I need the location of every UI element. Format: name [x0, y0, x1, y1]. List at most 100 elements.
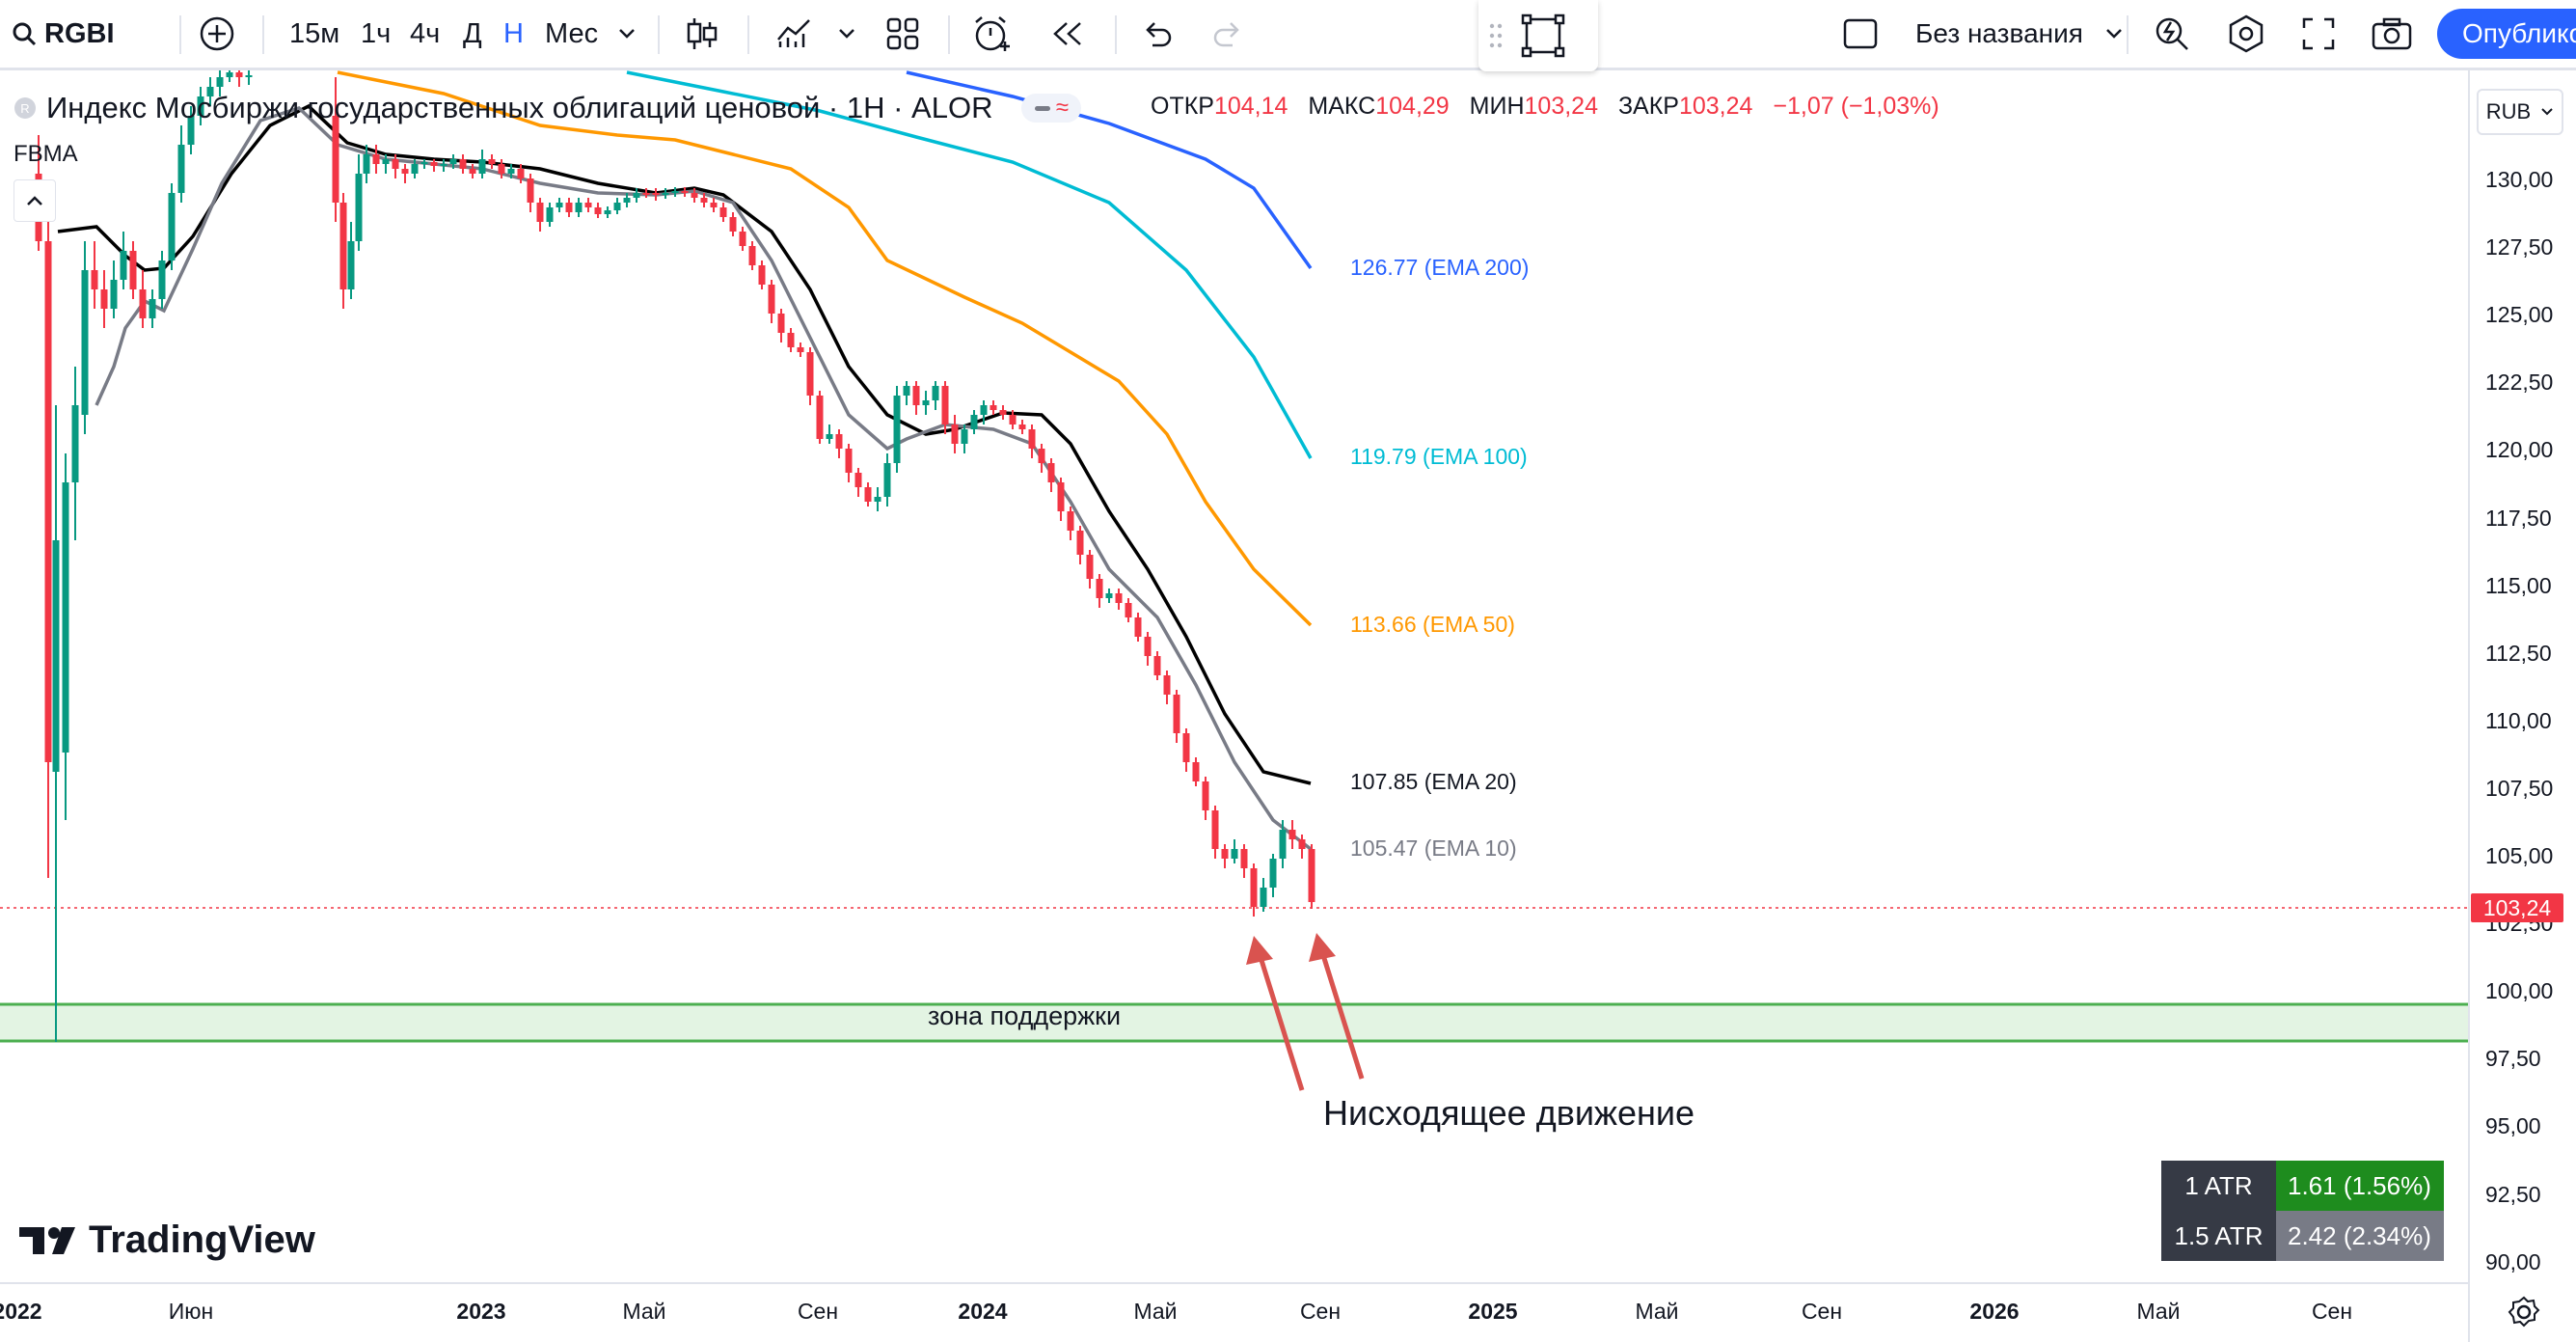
candle-up[interactable] — [245, 75, 253, 77]
interval-month[interactable]: Мес — [545, 17, 599, 49]
candle-down[interactable] — [806, 352, 814, 396]
candle-down[interactable] — [594, 207, 602, 214]
candle-down[interactable] — [739, 232, 746, 246]
candle-down[interactable] — [1202, 781, 1209, 810]
candle-up[interactable] — [1269, 859, 1277, 888]
candle-up[interactable] — [1105, 593, 1113, 598]
interval-week[interactable]: Н — [503, 17, 524, 49]
interval-4h[interactable]: 4ч — [410, 17, 441, 49]
candle-down[interactable] — [235, 72, 243, 77]
candle-down[interactable] — [1076, 531, 1084, 555]
candle-down[interactable] — [758, 265, 766, 285]
candle-up[interactable] — [382, 159, 390, 164]
candle-up[interactable] — [168, 193, 176, 260]
candle-up[interactable] — [903, 386, 910, 396]
settings-button[interactable] — [2226, 0, 2266, 68]
undo-button[interactable] — [1141, 0, 1174, 68]
candle-down[interactable] — [139, 289, 147, 318]
candle-up[interactable] — [874, 497, 881, 502]
candle-up[interactable] — [420, 162, 428, 164]
candle-up[interactable] — [671, 191, 679, 193]
candle-down[interactable] — [372, 154, 380, 164]
candle-up[interactable] — [62, 482, 69, 753]
candle-down[interactable] — [527, 178, 534, 203]
candle-up[interactable] — [177, 145, 185, 193]
replay-button[interactable] — [1049, 0, 1086, 68]
candle-down[interactable] — [1125, 603, 1132, 617]
candle-down[interactable] — [129, 251, 137, 289]
candle-up[interactable] — [206, 87, 214, 96]
candle-down[interactable] — [1067, 511, 1074, 531]
candle-down[interactable] — [816, 396, 824, 439]
candle-down[interactable] — [1288, 830, 1296, 839]
candle-down[interactable] — [1057, 482, 1065, 511]
candle-down[interactable] — [835, 434, 843, 449]
candle-up[interactable] — [120, 251, 127, 280]
candle-down[interactable] — [1096, 579, 1103, 598]
candle-up[interactable] — [440, 164, 447, 166]
candle-down[interactable] — [44, 241, 52, 762]
ema-100-line[interactable] — [626, 70, 1313, 459]
candle-up[interactable] — [411, 164, 419, 174]
fullscreen-button[interactable] — [2301, 0, 2336, 68]
candle-down[interactable] — [845, 449, 853, 473]
candle-up[interactable] — [546, 207, 554, 222]
currency-button[interactable]: RUB — [2477, 89, 2563, 135]
rectangle-tool-panel[interactable] — [1478, 0, 1598, 71]
candle-down[interactable] — [748, 246, 756, 265]
candle-down[interactable] — [1250, 868, 1258, 907]
tradingview-logo[interactable]: TradingView — [19, 1219, 315, 1262]
alert-button[interactable] — [972, 0, 1013, 68]
candle-down[interactable] — [797, 347, 804, 352]
candle-down[interactable] — [1018, 425, 1026, 429]
candle-up[interactable] — [81, 270, 89, 415]
candle-up[interactable] — [633, 193, 640, 198]
drag-handle-icon[interactable] — [1488, 21, 1504, 50]
candle-up[interactable] — [355, 174, 363, 241]
chart-type-button[interactable] — [685, 0, 719, 68]
candle-down[interactable] — [1115, 593, 1123, 603]
candle-down[interactable] — [951, 425, 959, 444]
candle-down[interactable] — [1211, 810, 1219, 849]
candle-down[interactable] — [1173, 695, 1180, 733]
candle-down[interactable] — [1038, 449, 1045, 463]
candle-up[interactable] — [1231, 849, 1238, 859]
candle-down[interactable] — [1086, 555, 1094, 579]
candle-down[interactable] — [332, 116, 339, 203]
indicators-dropdown[interactable] — [837, 0, 856, 68]
candle-down[interactable] — [1182, 733, 1190, 762]
candle-up[interactable] — [1260, 888, 1267, 907]
candle-down[interactable] — [392, 159, 399, 169]
candle-down[interactable] — [1153, 656, 1161, 675]
candle-down[interactable] — [1134, 617, 1142, 637]
candle-up[interactable] — [71, 405, 79, 482]
candle-up[interactable] — [187, 116, 195, 145]
candle-up[interactable] — [556, 203, 563, 207]
candle-down[interactable] — [1028, 429, 1036, 449]
candle-up[interactable] — [149, 299, 156, 318]
candle-down[interactable] — [642, 193, 650, 195]
candle-down[interactable] — [681, 191, 689, 193]
candle-up[interactable] — [449, 159, 457, 164]
candle-up[interactable] — [478, 159, 486, 174]
candle-down[interactable] — [584, 203, 592, 207]
candle-up[interactable] — [623, 198, 631, 203]
candle-down[interactable] — [536, 203, 544, 222]
layouts-button[interactable] — [885, 0, 920, 68]
candle-down[interactable] — [1298, 839, 1306, 849]
add-symbol-button[interactable] — [199, 0, 235, 68]
candlestick-series[interactable] — [35, 68, 1315, 1042]
candle-up[interactable] — [613, 203, 621, 210]
publish-button[interactable]: Опублико — [2437, 9, 2576, 59]
downtrend-annotation[interactable]: Нисходящее движение — [1323, 1093, 1695, 1133]
candle-down[interactable] — [864, 487, 872, 502]
candle-down[interactable] — [469, 169, 476, 174]
candle-up[interactable] — [970, 415, 978, 429]
candle-down[interactable] — [430, 162, 438, 166]
chart-legend[interactable]: R Индекс Мосбиржи государственных облига… — [14, 89, 1082, 127]
snapshot-button[interactable] — [2371, 0, 2413, 68]
indicator-label[interactable]: FBMA — [14, 141, 78, 167]
interval-1h[interactable]: 1ч — [361, 17, 392, 49]
candle-down[interactable] — [700, 198, 708, 203]
candle-down[interactable] — [1240, 849, 1248, 868]
